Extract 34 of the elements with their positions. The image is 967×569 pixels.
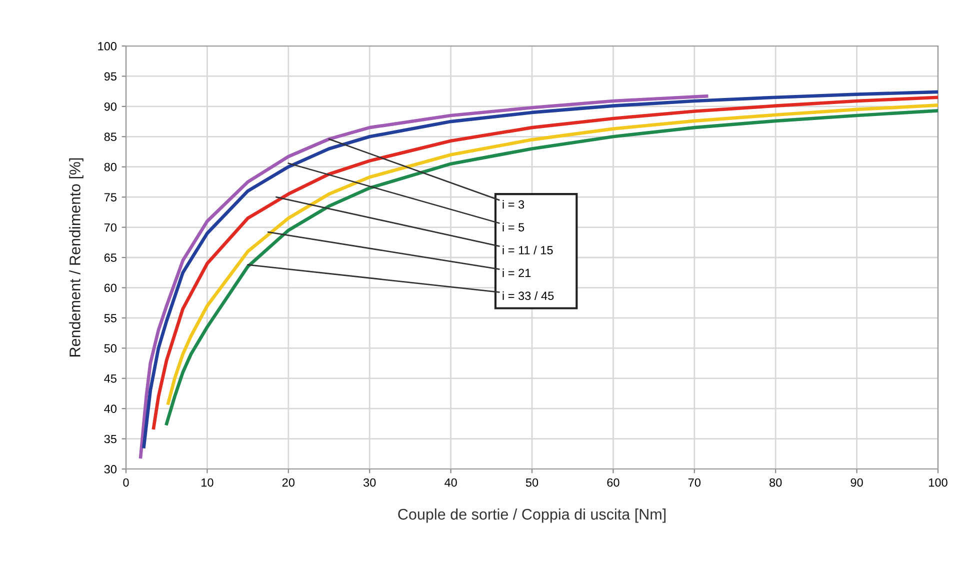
y-tick-label: 50	[104, 344, 117, 353]
x-tick-label: 10	[202, 478, 214, 487]
x-tick-label: 40	[444, 478, 457, 487]
x-tick-label: 70	[688, 478, 701, 487]
annotation: i = 33 / 45	[502, 291, 554, 300]
y-tick-label: 30	[104, 465, 117, 474]
x-tick-label: 100	[929, 478, 948, 487]
y-tick-label: 60	[104, 284, 117, 292]
x-tick-label: 80	[770, 478, 782, 487]
annotation: i = 11 / 15	[502, 246, 553, 254]
x-tick-label: 50	[526, 478, 538, 487]
y-tick-label: 95	[104, 72, 116, 81]
y-tick-label: 90	[104, 102, 117, 111]
x-tick-label: 60	[607, 478, 620, 487]
y-tick-label: 35	[104, 434, 116, 444]
x-tick-label: 0	[123, 478, 129, 487]
x-axis-title: Couple de sortie / Coppia di uscita [Nm]	[398, 508, 666, 523]
line-series	[138, 94, 708, 459]
y-tick-label: 100	[98, 42, 117, 50]
y-axis-title: Rendement / Rendimento [%]	[69, 158, 84, 356]
y-tick-label: 65	[104, 254, 116, 262]
y-tick-label: 75	[104, 193, 116, 202]
x-tick-label: 30	[363, 478, 376, 487]
x-tick-label: 90	[850, 478, 863, 487]
y-tick-label: 45	[104, 374, 116, 383]
x-tick-label: 20	[282, 478, 295, 487]
y-tick-label: 55	[104, 314, 116, 322]
annotation: i = 5	[502, 222, 524, 232]
y-tick-label: 80	[104, 162, 117, 172]
y-tick-label: 40	[104, 404, 117, 413]
annotation: i = 21	[502, 268, 531, 278]
annotation: i = 3	[502, 200, 524, 209]
y-tick-label: 85	[104, 132, 116, 142]
y-tick-label: 70	[104, 223, 117, 232]
